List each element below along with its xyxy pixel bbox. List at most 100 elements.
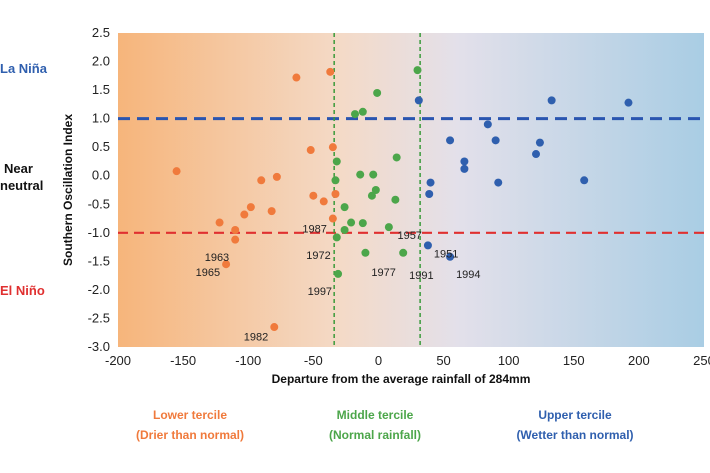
upper-tercile-point	[425, 189, 434, 198]
middle-tercile-name: Middle tercile	[336, 408, 414, 422]
lower-tercile-point	[270, 323, 279, 332]
lower-tercile-point	[326, 67, 335, 76]
middle-tercile-point	[334, 269, 343, 278]
middle-tercile-point	[356, 170, 365, 179]
middle-tercile-point	[347, 218, 356, 227]
middle-tercile-point	[331, 176, 340, 185]
upper-tercile-caption: Upper tercile (Wetter than normal)	[490, 405, 660, 445]
x-tick-label: -100	[235, 353, 261, 368]
x-tick-label: 50	[436, 353, 450, 368]
middle-tercile-point	[399, 248, 408, 257]
y-tick-label: -2.0	[88, 282, 110, 297]
x-tick-label: -50	[304, 353, 323, 368]
middle-tercile-point	[340, 225, 349, 234]
y-tick-label: 2.0	[92, 54, 110, 69]
upper-tercile-point	[483, 120, 492, 129]
y-tick-label: 0.5	[92, 139, 110, 154]
y-tick-label: -2.5	[88, 310, 110, 325]
lower-tercile-point	[257, 176, 266, 185]
lower-tercile-point	[240, 210, 249, 219]
y-axis-title: Southern Oscillation Index	[61, 114, 75, 266]
upper-tercile-point	[414, 96, 423, 105]
y-tick-label: 2.5	[92, 25, 110, 40]
upper-tercile-point	[446, 252, 455, 261]
upper-tercile-point	[446, 136, 455, 145]
middle-tercile-point	[384, 223, 393, 232]
near-label-line2: neutral	[0, 178, 44, 193]
lower-tercile-point	[267, 207, 276, 216]
y-tick-label: -3.0	[88, 339, 110, 354]
year-annotation: 1997	[308, 286, 332, 298]
upper-tercile-desc: (Wetter than normal)	[516, 428, 634, 442]
year-annotation: 1977	[371, 267, 395, 279]
x-axis-title: Departure from the average rainfall of 2…	[272, 372, 531, 386]
lower-tercile-point	[319, 197, 328, 206]
y-tick-label: -1.0	[88, 225, 110, 240]
el-nino-label: El Niño	[0, 283, 45, 298]
year-annotation: 1963	[205, 252, 229, 264]
upper-tercile-point	[580, 176, 589, 185]
middle-tercile-point	[351, 110, 360, 119]
x-tick-label: -150	[170, 353, 196, 368]
year-annotation: 1951	[434, 248, 458, 260]
upper-tercile-point	[535, 138, 544, 147]
upper-tercile-point	[491, 136, 500, 145]
middle-tercile-point	[413, 66, 422, 75]
y-tick-label: 0.0	[92, 168, 110, 183]
upper-tercile-point	[547, 96, 556, 105]
year-annotation: 1965	[196, 267, 220, 279]
middle-tercile-point	[358, 219, 367, 228]
middle-tercile-point	[361, 248, 370, 257]
middle-tercile-caption: Middle tercile (Normal rainfall)	[300, 405, 450, 445]
year-annotation: 1991	[409, 270, 433, 282]
lower-tercile-point	[231, 235, 240, 244]
lower-tercile-desc: (Drier than normal)	[135, 428, 244, 442]
middle-tercile-desc: (Normal rainfall)	[328, 428, 421, 442]
middle-tercile-point	[371, 186, 380, 194]
lower-tercile-point	[172, 167, 181, 176]
middle-tercile-point	[367, 191, 376, 200]
upper-tercile-point	[624, 98, 633, 107]
lower-tercile-point	[231, 225, 240, 234]
lower-tercile-point	[306, 146, 315, 155]
year-annotation: 1982	[244, 332, 268, 344]
upper-tercile-point	[460, 164, 469, 173]
y-tick-label: 1.5	[92, 82, 110, 97]
y-tick-label: -0.5	[88, 196, 110, 211]
middle-tercile-point	[391, 195, 400, 204]
lower-tercile-point	[215, 218, 224, 227]
y-tick-label: -1.5	[88, 253, 110, 268]
year-annotation: 1957	[397, 230, 421, 242]
year-annotation: 1972	[306, 250, 330, 262]
middle-tercile-point	[332, 157, 341, 166]
middle-tercile-point	[392, 153, 401, 162]
x-tick-label: 250	[693, 353, 710, 368]
upper-tercile-point	[423, 241, 432, 250]
lower-tercile-point	[272, 172, 281, 181]
lower-tercile-caption: Lower tercile (Drier than normal)	[105, 405, 275, 445]
x-tick-label: 0	[375, 353, 382, 368]
lower-tercile-point	[246, 203, 255, 212]
x-tick-label: 100	[498, 353, 520, 368]
lower-tercile-point	[328, 143, 337, 152]
lower-tercile-point	[309, 191, 318, 200]
x-tick-label: 150	[563, 353, 585, 368]
lower-tercile-point	[292, 73, 301, 82]
middle-tercile-point	[358, 107, 367, 116]
upper-tercile-point	[494, 178, 503, 187]
y-tick-label: 1.0	[92, 111, 110, 126]
lower-tercile-point	[222, 260, 231, 269]
lower-tercile-name: Lower tercile	[152, 408, 228, 422]
middle-tercile-point	[373, 88, 382, 97]
upper-tercile-point	[532, 150, 541, 159]
x-tick-label: -200	[105, 353, 131, 368]
upper-tercile-point	[460, 157, 469, 166]
near-label-line1: Near	[4, 161, 33, 176]
lower-tercile-point	[331, 189, 340, 198]
year-annotation: 1987	[302, 223, 326, 235]
x-tick-label: 200	[628, 353, 650, 368]
upper-tercile-point	[426, 178, 435, 187]
middle-tercile-point	[369, 170, 378, 179]
year-annotation: 1994	[456, 269, 480, 281]
